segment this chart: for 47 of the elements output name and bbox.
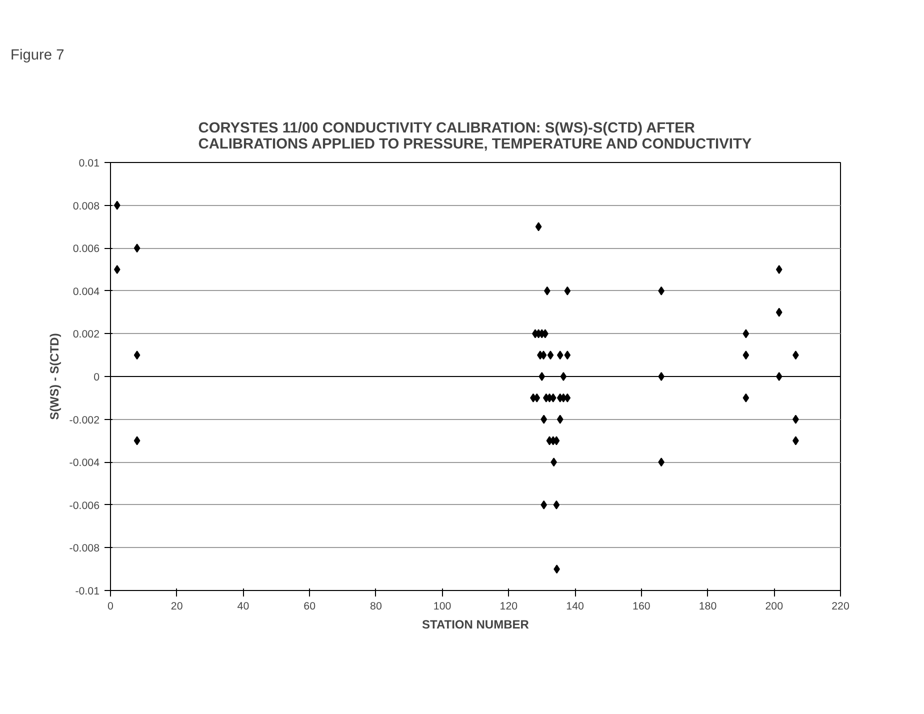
x-tick-label: 120 (500, 600, 518, 612)
x-tick-label: 200 (765, 600, 784, 612)
x-tick-label: 60 (304, 600, 316, 612)
point (553, 500, 560, 510)
point (564, 286, 571, 296)
point (540, 500, 548, 510)
point (134, 350, 140, 360)
x-tick-label: 20 (170, 600, 183, 612)
y-tick-label: -0.004 (69, 457, 100, 470)
x-tick-label: 0 (108, 600, 114, 612)
y-axis-title: S(WS) - S(CTD) (47, 333, 62, 420)
x-axis-title: STATION NUMBER (422, 618, 530, 632)
point (776, 308, 782, 317)
x-tick-label: 100 (433, 600, 452, 612)
y-tick-label: 0.006 (72, 243, 100, 256)
x-tick-label: 40 (237, 600, 250, 612)
chart-title: CORYSTES 11/00 CONDUCTIVITY CALIBRATION: S(WS)-S(CTD) AFTER CALIBRATIONS APPLIED TO PRESSURE, TEMPERATURE AND CONDUCTIVITY (198, 120, 752, 152)
point (742, 393, 750, 402)
y-tick-label: -0.01 (75, 586, 100, 598)
y-tick-label: 0 (94, 372, 100, 384)
x-tick-label: 80 (370, 600, 382, 612)
x-tick-label: 140 (566, 600, 584, 612)
point (134, 244, 140, 253)
y-tick-label: -0.008 (69, 542, 100, 555)
point (742, 350, 750, 360)
y-tick-label: 0.01 (78, 158, 100, 170)
point (535, 222, 542, 232)
point (564, 350, 571, 360)
y-tick-label: -0.006 (69, 500, 100, 512)
point (556, 414, 564, 424)
point (134, 436, 140, 446)
y-tick-label: 0.008 (72, 200, 100, 212)
y-tick-label: 0.002 (72, 328, 100, 341)
y-tick-label: 0.004 (72, 286, 100, 298)
x-tick-label: 160 (632, 600, 650, 612)
point (540, 414, 548, 424)
point (114, 265, 120, 274)
x-tick-label: 220 (832, 600, 850, 612)
point (564, 393, 571, 402)
point (742, 329, 750, 338)
point (114, 200, 120, 210)
point (776, 265, 782, 274)
point (556, 350, 564, 360)
point (547, 350, 554, 360)
x-tick-label: 180 (698, 600, 717, 612)
y-tick-label: -0.002 (69, 414, 100, 426)
caption: Figure 7 (10, 48, 64, 64)
